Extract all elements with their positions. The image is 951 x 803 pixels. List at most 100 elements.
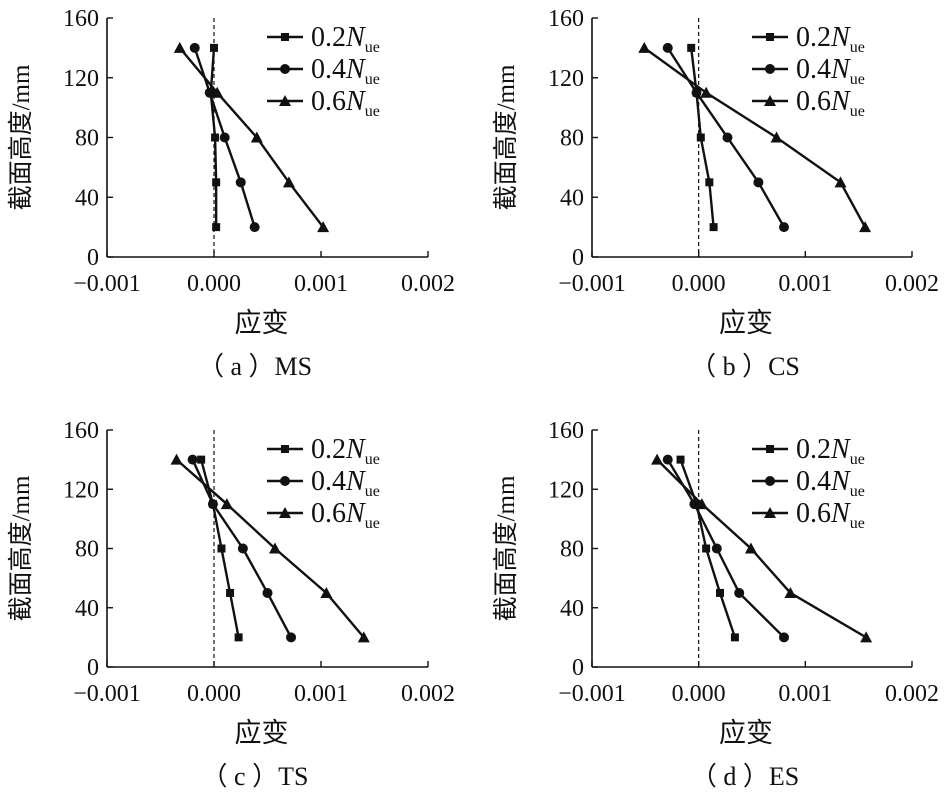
legend-label-subscript: ue (365, 483, 380, 500)
data-point-circle (662, 454, 673, 465)
data-point-square (211, 133, 220, 142)
x-tick-label: 0.001 (778, 271, 832, 297)
data-point-square (676, 455, 685, 464)
data-point-circle (204, 87, 215, 98)
data-point-triangle (770, 131, 783, 143)
legend-label: 0.2Nue (311, 434, 380, 468)
legend-entry-2: 0.6Nue (752, 86, 865, 120)
legend-label-subscript: ue (365, 451, 380, 468)
legend-entry-1: 0.4Nue (267, 466, 380, 500)
legend-square-marker (766, 33, 774, 41)
data-point-circle (249, 222, 260, 233)
legend-label-main: 0.2 (311, 434, 346, 465)
legend-label-subscript: ue (365, 103, 380, 120)
data-point-triangle (357, 631, 370, 643)
legend-label-main: 0.6 (796, 86, 831, 117)
x-tick-label: 0.000 (672, 271, 726, 297)
x-tick-label: 0.002 (401, 271, 455, 297)
data-point-triangle (250, 131, 263, 143)
legend-label: 0.6Nue (796, 86, 865, 120)
legend-label-variable: N (830, 498, 851, 529)
data-point-circle (262, 587, 273, 598)
data-point-square (716, 588, 724, 597)
y-tick-label: 120 (63, 477, 99, 503)
legend-label: 0.6Nue (311, 86, 380, 120)
legend-label: 0.2Nue (311, 22, 380, 56)
legend-label-subscript: ue (365, 39, 380, 56)
data-point-triangle (784, 586, 797, 598)
x-tick-label: −0.001 (73, 681, 141, 707)
legend-label-variable: N (345, 498, 366, 529)
data-point-square (696, 133, 705, 142)
y-tick-label: 120 (548, 66, 584, 92)
legend-label: 0.6Nue (311, 498, 380, 532)
data-point-square (197, 455, 206, 464)
data-point-square (730, 633, 739, 642)
legend-label-main: 0.2 (311, 22, 346, 53)
legend-entry-2: 0.6Nue (267, 498, 380, 532)
legend-triangle-marker (279, 95, 291, 106)
legend-entry-2: 0.6Nue (752, 498, 865, 532)
legend-label-variable: N (345, 22, 366, 53)
legend-entry-0: 0.2Nue (267, 434, 380, 468)
legend-label-variable: N (345, 434, 366, 465)
y-axis-title: 截面高度/mm (492, 475, 520, 621)
data-point-circle (711, 543, 722, 554)
legend-label-variable: N (345, 466, 366, 497)
y-tick-label: 160 (63, 6, 99, 32)
x-tick-label: −0.001 (558, 271, 626, 297)
x-tick-label: 0.000 (187, 271, 241, 297)
y-axis-title: 截面高度/mm (492, 64, 520, 210)
legend-label-variable: N (830, 466, 851, 497)
panel-caption: （ c ）TS (202, 762, 309, 791)
data-point-triangle (317, 221, 330, 233)
x-tick-label: 0.001 (294, 681, 348, 707)
data-point-triangle (211, 86, 224, 98)
data-point-square (212, 223, 221, 232)
data-point-square (709, 223, 718, 232)
legend-label-main: 0.6 (311, 86, 346, 117)
legend-label-main: 0.6 (796, 498, 831, 529)
x-axis-title: 应变 (719, 718, 773, 748)
x-tick-label: 0.002 (885, 271, 939, 297)
legend-label-subscript: ue (850, 483, 865, 500)
data-point-square (705, 178, 714, 187)
legend-circle-marker (280, 476, 290, 486)
legend-label-subscript: ue (850, 103, 865, 120)
data-point-square (226, 588, 235, 597)
data-point-circle (722, 132, 733, 143)
data-point-triangle (744, 542, 757, 554)
y-tick-label: 0 (87, 655, 99, 681)
legend-square-marker (281, 33, 289, 41)
legend-label-subscript: ue (850, 515, 865, 532)
legend-triangle-marker (764, 95, 776, 106)
x-axis-title: 应变 (235, 718, 289, 748)
legend-circle-marker (765, 476, 775, 486)
data-point-square (212, 178, 221, 187)
x-tick-label: 0.000 (187, 681, 241, 707)
legend-label: 0.2Nue (796, 22, 865, 56)
data-point-circle (237, 543, 248, 554)
legend-label: 0.4Nue (311, 54, 380, 88)
legend-triangle-marker (764, 507, 776, 518)
y-tick-label: 80 (75, 126, 99, 152)
data-point-triangle (859, 221, 872, 233)
legend-entry-2: 0.6Nue (267, 86, 380, 120)
x-tick-label: 0.000 (672, 681, 726, 707)
panel-caption: （ b ）CS (690, 352, 800, 381)
legend-square-marker (766, 445, 774, 453)
panel-caption: （ d ）ES (691, 762, 799, 791)
y-tick-label: 160 (63, 418, 99, 444)
legend-entry-0: 0.2Nue (267, 22, 380, 56)
x-axis-title: 应变 (719, 308, 773, 338)
data-point-triangle (834, 176, 847, 188)
data-point-circle (286, 632, 297, 643)
legend-label-subscript: ue (365, 515, 380, 532)
legend-square-marker (281, 445, 289, 453)
data-point-triangle (282, 176, 295, 188)
data-point-square (210, 43, 218, 52)
x-tick-label: −0.001 (558, 681, 626, 707)
data-point-square (234, 633, 243, 642)
data-point-circle (753, 177, 764, 188)
legend-label-main: 0.2 (796, 22, 831, 53)
